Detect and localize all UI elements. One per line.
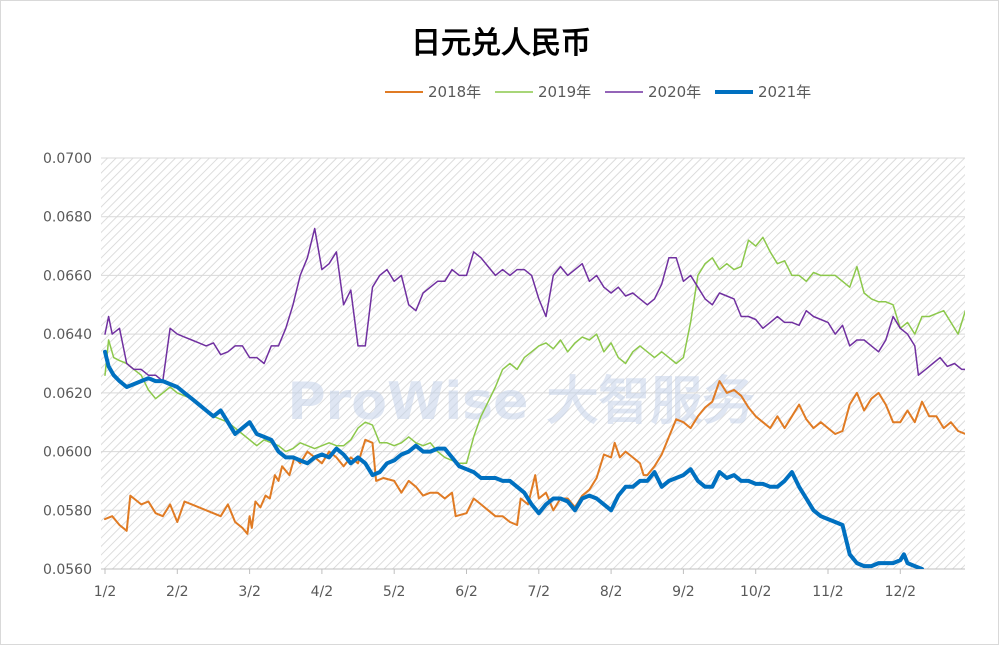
series-line-1 [104,380,965,535]
x-tick-label: 5/2 [383,584,406,600]
chart-title: 日元兑人民币 [411,26,591,61]
series-line-3 [104,227,965,382]
legend-label: 2021年 [758,83,811,101]
plot-area-background [101,158,965,569]
legend-label: 2018年 [428,83,481,101]
y-tick-label: 0.0600 [43,445,92,461]
x-axis: 1/2 2/2 3/2 4/2 5/2 6/2 7/2 8/2 9/2 10/2 11/2 12/2 [94,568,965,600]
y-axis: 0.0560 0.0580 0.0600 0.0620 0.0640 0.0660 0.06… [43,151,92,578]
x-tick-label: 11/2 [812,584,843,600]
x-tick-label: 4/2 [311,584,334,600]
series-line-4 [103,349,924,569]
y-tick-label: 0.0580 [43,503,92,519]
legend: 2018年 2019年 2020年 2021年 [385,83,811,101]
y-tick-label: 0.0560 [43,562,92,578]
y-tick-label: 0.0680 [43,210,92,226]
x-tick-label: 8/2 [600,584,623,600]
series-line-2 [104,236,965,465]
x-tick-label: 6/2 [455,584,478,600]
y-tick-label: 0.0660 [43,268,92,284]
x-tick-label: 10/2 [740,584,771,600]
y-tick-label: 0.0700 [43,151,92,167]
x-tick-label: 2/2 [166,584,189,600]
x-tick-label: 9/2 [672,584,695,600]
y-tick-label: 0.0640 [43,327,92,343]
y-tick-label: 0.0620 [43,386,92,402]
x-tick-label: 3/2 [238,584,261,600]
legend-label: 2019年 [538,83,591,101]
legend-label: 2020年 [648,83,701,101]
x-tick-label: 1/2 [94,584,117,600]
x-tick-label: 12/2 [885,584,916,600]
x-tick-label: 7/2 [528,584,551,600]
series-layer [103,227,965,569]
